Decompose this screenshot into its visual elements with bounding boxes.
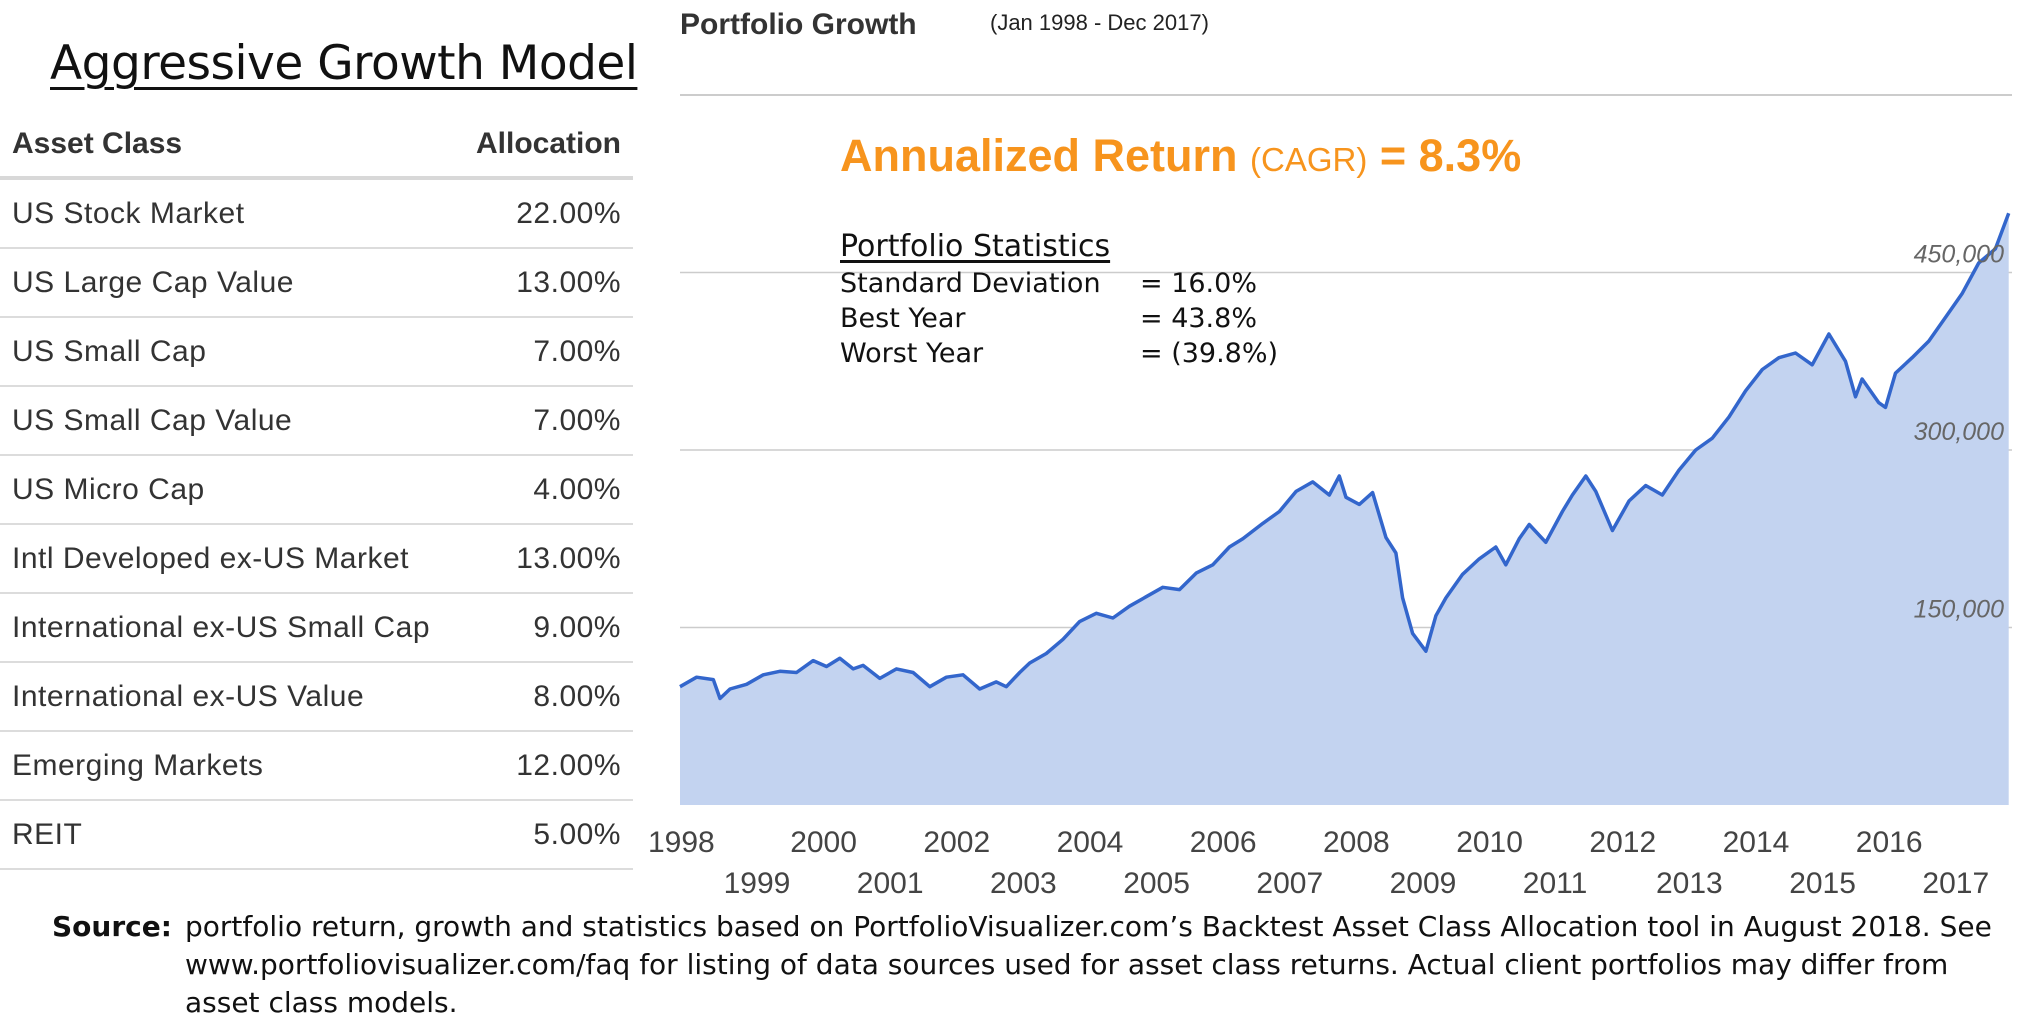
source-text: portfolio return, growth and statistics …: [185, 910, 1992, 1019]
portfolio-statistics: Portfolio Statistics Standard Deviation …: [840, 228, 1278, 371]
x-tick-label: 2011: [1523, 867, 1588, 900]
stat-row: Worst Year = (39.8%): [840, 336, 1278, 371]
stat-value: = 43.8%: [1140, 303, 1257, 334]
x-tick-label: 2005: [1123, 867, 1190, 900]
asset-class-cell: US Stock Market: [0, 178, 458, 249]
cagr-label: (CAGR): [1250, 141, 1368, 178]
x-tick-label: 2010: [1456, 826, 1523, 859]
x-tick-label: 1998: [648, 826, 715, 859]
y-tick-label: 300,000: [1914, 418, 2004, 446]
asset-class-cell: REIT: [0, 800, 458, 870]
x-tick-label: 2001: [857, 867, 924, 900]
column-header-allocation: Allocation: [457, 112, 633, 180]
allocation-cell: 9.00%: [457, 593, 633, 663]
stats-title: Portfolio Statistics: [840, 229, 1111, 264]
table-header-row: Asset Class Allocation: [0, 112, 633, 180]
table-row: US Stock Market 22.00%: [0, 178, 633, 249]
table-row: US Micro Cap 4.00%: [0, 455, 633, 525]
stat-label: Best Year: [840, 303, 966, 334]
asset-class-cell: US Small Cap Value: [0, 386, 458, 456]
asset-class-cell: International ex-US Small Cap: [0, 593, 458, 663]
allocation-cell: 5.00%: [457, 800, 633, 870]
allocation-cell: 8.00%: [457, 662, 633, 732]
asset-class-cell: Intl Developed ex-US Market: [0, 524, 458, 594]
x-tick-label: 1999: [724, 867, 791, 900]
x-tick-label: 2008: [1323, 826, 1390, 859]
x-tick-label: 2014: [1723, 826, 1790, 859]
annualized-return-value: = 8.3%: [1379, 130, 1522, 181]
x-tick-label: 2000: [790, 826, 857, 859]
y-axis-ticks: 150,000 300,000 450,000: [1914, 241, 2004, 624]
table-row: US Large Cap Value 13.00%: [0, 248, 633, 318]
x-tick-label: 2016: [1856, 826, 1923, 859]
x-tick-label: 2013: [1656, 867, 1723, 900]
x-tick-label: 2004: [1057, 826, 1124, 859]
y-tick-label: 450,000: [1914, 241, 2004, 269]
asset-class-cell: US Micro Cap: [0, 455, 458, 525]
stat-label: Standard Deviation: [840, 268, 1101, 299]
growth-area-fill: [680, 213, 2009, 806]
table-row: Intl Developed ex-US Market 13.00%: [0, 524, 633, 594]
model-title: Aggressive Growth Model: [50, 36, 638, 91]
allocation-cell: 22.00%: [457, 178, 633, 249]
x-tick-label: 2012: [1589, 826, 1656, 859]
table-row: REIT 5.00%: [0, 800, 633, 870]
chart-title: Portfolio Growth: [680, 8, 917, 41]
asset-class-cell: US Large Cap Value: [0, 248, 458, 318]
x-tick-label: 2015: [1789, 867, 1856, 900]
stat-value: = 16.0%: [1140, 268, 1257, 299]
allocation-cell: 4.00%: [457, 455, 633, 525]
stat-label: Worst Year: [840, 338, 984, 369]
allocation-cell: 7.00%: [457, 317, 633, 387]
x-tick-label: 2017: [1922, 867, 1989, 900]
annualized-return-annotation: Annualized Return (CAGR) = 8.3%: [840, 130, 1521, 182]
asset-class-cell: Emerging Markets: [0, 731, 458, 801]
allocation-cell: 7.00%: [457, 386, 633, 456]
y-tick-label: 150,000: [1914, 596, 2004, 624]
table-row: US Small Cap Value 7.00%: [0, 386, 633, 456]
x-tick-label: 2009: [1390, 867, 1457, 900]
x-tick-label: 2003: [990, 867, 1057, 900]
table-row: US Small Cap 7.00%: [0, 317, 633, 387]
column-header-asset-class: Asset Class: [0, 112, 458, 180]
asset-class-cell: US Small Cap: [0, 317, 458, 387]
chart-date-range: (Jan 1998 - Dec 2017): [990, 10, 1209, 35]
allocation-cell: 13.00%: [457, 248, 633, 318]
x-tick-label: 2007: [1256, 867, 1323, 900]
allocation-cell: 12.00%: [457, 731, 633, 801]
stat-row: Best Year = 43.8%: [840, 301, 1278, 336]
annualized-return-label: Annualized Return: [840, 130, 1238, 181]
allocation-cell: 13.00%: [457, 524, 633, 594]
stat-value: = (39.8%): [1140, 338, 1279, 369]
source-label: Source:: [52, 910, 172, 943]
table-row: International ex-US Value 8.00%: [0, 662, 633, 732]
table-row: Emerging Markets 12.00%: [0, 731, 633, 801]
table-row: International ex-US Small Cap 9.00%: [0, 593, 633, 663]
stat-row: Standard Deviation = 16.0%: [840, 266, 1278, 301]
asset-class-cell: International ex-US Value: [0, 662, 458, 732]
x-tick-label: 2002: [923, 826, 990, 859]
growth-line: [679, 212, 2011, 701]
x-tick-label: 2006: [1190, 826, 1257, 859]
allocation-table: Asset Class Allocation US Stock Market 22…: [0, 112, 633, 870]
